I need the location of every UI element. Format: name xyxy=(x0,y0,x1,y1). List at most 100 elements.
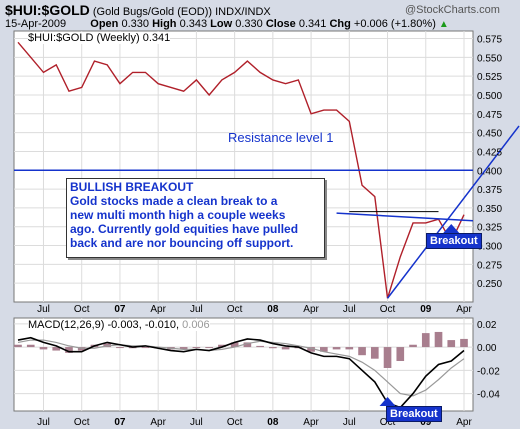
histogram-bar xyxy=(434,331,443,348)
price-tick-label: 0.425 xyxy=(477,147,502,158)
x-tick-label: Oct xyxy=(74,417,90,428)
x-tick-label: Jul xyxy=(190,304,203,315)
x-tick-label: Apr xyxy=(456,304,472,315)
histogram-bar xyxy=(332,347,341,350)
histogram-bar xyxy=(396,347,405,362)
symbol-name: (Gold Bugs/Gold (EOD)) xyxy=(92,6,213,18)
histogram-bar xyxy=(269,347,277,349)
histogram-bar xyxy=(345,347,354,350)
histogram-bar xyxy=(192,347,201,349)
quote-date: 15-Apr-2009 xyxy=(5,18,67,30)
x-tick-label: Apr xyxy=(303,304,319,315)
price-tick-label: 0.500 xyxy=(477,91,502,102)
callout-line: Gold stocks made a clean break to a xyxy=(70,194,278,208)
histogram-bar xyxy=(243,342,252,348)
up-arrow-icon: ▲ xyxy=(438,19,449,30)
x-tick-label: Oct xyxy=(227,417,243,428)
price-tick-label: 0.450 xyxy=(477,129,502,140)
open-label: Open xyxy=(90,18,119,30)
x-tick-label: Apr xyxy=(150,304,166,315)
macd-tick-label: -0.02 xyxy=(477,366,500,377)
histogram-bar xyxy=(460,338,468,348)
histogram-bar xyxy=(52,347,61,351)
macd-panel xyxy=(13,317,474,412)
price-tick-label: 0.300 xyxy=(477,242,502,253)
low-label: Low xyxy=(210,18,233,30)
close-value: 0.341 xyxy=(298,18,327,30)
x-tick-label: Jul xyxy=(37,304,50,315)
histogram-bar xyxy=(116,347,124,349)
x-tick-label: Oct xyxy=(380,304,396,315)
callout-line: new multi month high a couple weeks xyxy=(70,208,286,222)
price-legend: $HUI:$GOLD (Weekly) 0.341 xyxy=(28,32,171,44)
histogram-bar xyxy=(358,347,366,356)
x-tick-label: Jul xyxy=(37,417,50,428)
symbol: $HUI:$GOLD xyxy=(5,2,90,18)
x-tick-label: 09 xyxy=(420,304,432,315)
x-tick-label: Oct xyxy=(74,304,90,315)
x-tick-label: 09 xyxy=(420,417,432,428)
price-tick-label: 0.400 xyxy=(477,166,502,177)
x-tick-label: 07 xyxy=(114,417,126,428)
macd-legend-prefix: MACD(12,26,9) xyxy=(28,319,105,331)
high-value: 0.343 xyxy=(179,18,208,30)
x-tick-label: Oct xyxy=(380,417,396,428)
price-tick-label: 0.325 xyxy=(477,223,502,234)
exchange: INDX/INDX xyxy=(215,6,271,18)
histogram-bar xyxy=(383,347,392,368)
histogram-bar xyxy=(256,345,264,348)
price-tick-label: 0.525 xyxy=(477,72,502,83)
histogram-bar xyxy=(320,347,328,352)
histogram-bar xyxy=(218,344,226,348)
price-tick-label: 0.575 xyxy=(477,35,502,46)
price-tick-label: 0.350 xyxy=(477,204,502,215)
histogram-bar xyxy=(447,340,456,348)
signal-line xyxy=(17,339,465,397)
price-panel xyxy=(13,30,474,303)
price-line xyxy=(17,41,465,299)
histogram-bar xyxy=(281,347,290,350)
histogram-bar xyxy=(421,333,430,348)
macd-tick-label: 0.02 xyxy=(477,320,497,331)
price-tick-label: 0.250 xyxy=(477,279,502,290)
callout-box: BULLISH BREAKOUT Gold stocks made a clea… xyxy=(66,178,325,258)
macd-legend-value: -0.003 xyxy=(107,319,139,331)
histogram-bar xyxy=(39,347,48,350)
x-tick-label: Jul xyxy=(343,304,356,315)
x-tick-label: Jul xyxy=(343,417,356,428)
chart-header-title: $HUI:$GOLD (Gold Bugs/Gold (EOD)) INDX/I… xyxy=(5,2,271,18)
breakout-trendline xyxy=(336,212,474,222)
x-tick-label: Apr xyxy=(150,417,166,428)
macd-tick-label: 0.00 xyxy=(477,343,497,354)
breakout-label-bottom: Breakout xyxy=(386,406,442,422)
x-tick-label: Oct xyxy=(227,304,243,315)
low-value: 0.330 xyxy=(235,18,263,30)
x-tick-label: Jul xyxy=(190,417,203,428)
callout-line: back and are nor bouncing off support. xyxy=(70,236,294,250)
x-tick-label: 08 xyxy=(267,304,279,315)
callout-title: BULLISH BREAKOUT xyxy=(70,180,194,194)
histogram-bar xyxy=(307,347,315,352)
resistance-label: Resistance level 1 xyxy=(228,130,334,145)
high-label: High xyxy=(152,18,177,30)
chg-value: +0.006 (+1.80%) xyxy=(353,18,436,30)
histogram-bar xyxy=(230,342,239,348)
histogram-bar xyxy=(65,347,73,353)
x-tick-label: Apr xyxy=(303,417,319,428)
support-trendline xyxy=(386,125,520,299)
price-tick-label: 0.275 xyxy=(477,260,502,271)
breakout-marker-top xyxy=(443,224,460,233)
histogram-bar xyxy=(370,347,379,359)
signal-legend-value: -0.010 xyxy=(144,319,177,331)
x-tick-label: Apr xyxy=(456,417,472,428)
histogram-bar xyxy=(141,347,150,349)
x-tick-label: 08 xyxy=(267,417,279,428)
watermark: @StockCharts.com xyxy=(405,4,500,16)
histogram-bar xyxy=(26,344,35,348)
macd-tick-label: -0.04 xyxy=(477,390,500,401)
quote-line: 15-Apr-2009 Open 0.330 High 0.343 Low 0.… xyxy=(5,18,449,30)
histogram-bar xyxy=(179,347,188,350)
histogram-legend-value: 0.006 xyxy=(182,319,210,331)
price-tick-label: 0.550 xyxy=(477,53,502,64)
open-value: 0.330 xyxy=(121,18,149,30)
